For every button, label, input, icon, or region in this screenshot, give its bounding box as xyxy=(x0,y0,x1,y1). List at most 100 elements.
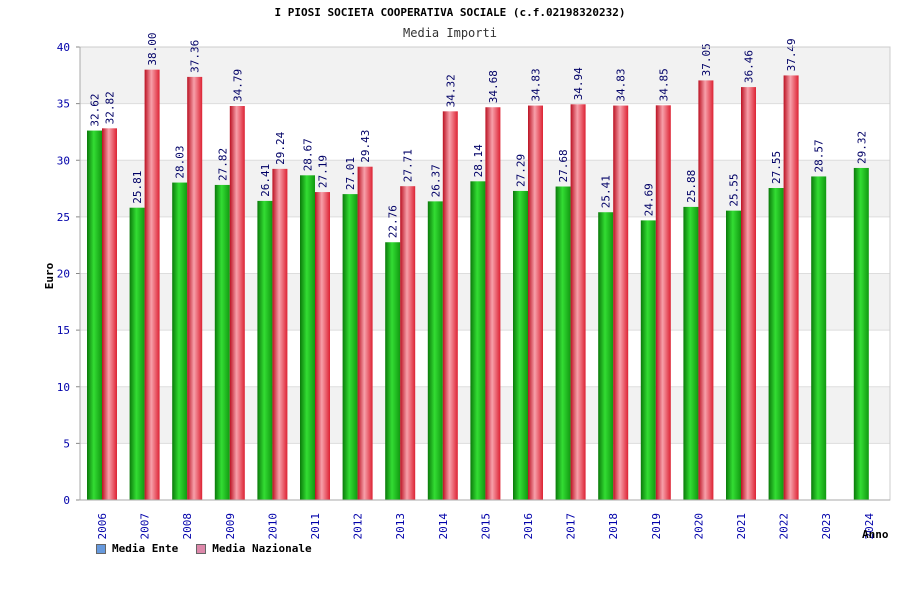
x-tick-label: 2017 xyxy=(565,513,578,540)
bar-2008-media-ente xyxy=(172,182,188,501)
value-label: 34.79 xyxy=(231,69,244,102)
y-axis-label: Euro xyxy=(43,262,56,289)
value-label: 25.88 xyxy=(685,170,698,203)
bar-2016-media-ente xyxy=(513,190,528,501)
x-tick-label: 2010 xyxy=(266,513,279,540)
legend: Media Ente Media Nazionale xyxy=(96,542,312,555)
y-tick-label: 10 xyxy=(57,381,70,394)
bar-2019-media-ente xyxy=(640,220,656,501)
bar-2007-media-ente xyxy=(129,207,145,500)
x-tick-label: 2018 xyxy=(607,513,620,540)
value-label: 24.69 xyxy=(642,183,655,216)
value-label: 28.14 xyxy=(472,144,485,177)
legend-swatch-icon xyxy=(96,543,106,554)
value-label: 29.24 xyxy=(274,131,287,164)
x-tick-label: 2009 xyxy=(224,513,237,540)
legend-item-media-nazionale: Media Nazionale xyxy=(196,542,312,555)
value-label: 25.55 xyxy=(728,174,741,207)
bar-2021-media-ente xyxy=(726,210,741,501)
bar-2024-media-ente xyxy=(853,167,869,501)
x-tick-label: 2016 xyxy=(522,513,535,540)
legend-label: Media Ente xyxy=(112,542,179,555)
bar-2018-media-ente xyxy=(598,212,614,500)
bar-2020-media-ente xyxy=(683,206,699,500)
x-tick-label: 2024 xyxy=(863,513,876,540)
bar-2012-media-nazionale xyxy=(357,166,373,500)
value-label: 25.41 xyxy=(600,175,613,208)
y-tick-label: 0 xyxy=(63,494,70,507)
bar-2020-media-nazionale xyxy=(698,80,714,500)
bar-2013-media-nazionale xyxy=(400,186,416,500)
value-label: 37.36 xyxy=(189,40,202,73)
value-label: 34.32 xyxy=(444,74,457,107)
bar-2018-media-nazionale xyxy=(613,105,629,501)
bar-2023-media-ente xyxy=(811,176,827,500)
x-tick-label: 2008 xyxy=(181,513,194,540)
value-label: 27.29 xyxy=(515,154,528,187)
bar-2011-media-nazionale xyxy=(315,192,330,501)
value-label: 34.68 xyxy=(487,70,500,103)
x-tick-label: 2022 xyxy=(778,513,791,540)
x-tick-label: 2021 xyxy=(735,513,748,540)
legend-label: Media Nazionale xyxy=(212,542,312,555)
value-label: 34.85 xyxy=(657,68,670,101)
bar-2012-media-ente xyxy=(342,194,358,500)
x-tick-label: 2011 xyxy=(309,513,322,540)
value-label: 34.83 xyxy=(615,68,628,101)
value-label: 34.94 xyxy=(572,67,585,100)
value-label: 26.37 xyxy=(429,164,442,197)
x-tick-label: 2012 xyxy=(352,513,365,540)
value-label: 29.43 xyxy=(359,130,372,163)
bar-2014-media-nazionale xyxy=(442,111,458,501)
bar-2008-media-nazionale xyxy=(187,76,203,500)
x-tick-label: 2020 xyxy=(692,513,705,540)
value-label: 28.03 xyxy=(174,145,187,178)
x-axis-label: Anno xyxy=(862,528,889,541)
y-tick-label: 15 xyxy=(57,324,70,337)
bar-2015-media-ente xyxy=(470,181,486,500)
x-tick-label: 2019 xyxy=(650,513,663,540)
value-label: 28.67 xyxy=(302,138,315,171)
value-label: 36.46 xyxy=(743,50,756,83)
y-tick-label: 40 xyxy=(57,41,70,54)
bar-2009-media-ente xyxy=(214,184,230,500)
bar-2015-media-nazionale xyxy=(485,107,501,501)
bar-2017-media-ente xyxy=(555,186,571,501)
value-label: 28.57 xyxy=(813,139,826,172)
value-label: 26.41 xyxy=(259,164,272,197)
x-tick-label: 2007 xyxy=(139,513,152,540)
bar-2013-media-ente xyxy=(385,242,401,501)
chart-title: I PIOSI SOCIETA COOPERATIVA SOCIALE (c.f… xyxy=(274,6,626,19)
value-label: 27.55 xyxy=(770,151,783,184)
y-tick-label: 5 xyxy=(63,437,70,450)
x-tick-label: 2014 xyxy=(437,513,450,540)
bar-2007-media-nazionale xyxy=(144,69,160,501)
value-label: 22.76 xyxy=(387,205,400,238)
y-tick-label: 25 xyxy=(57,211,70,224)
bar-2022-media-ente xyxy=(768,187,784,500)
x-tick-label: 2013 xyxy=(394,513,407,540)
bar-2016-media-nazionale xyxy=(528,105,543,501)
bar-2010-media-ente xyxy=(257,200,273,501)
value-label: 32.82 xyxy=(104,91,117,124)
y-tick-label: 20 xyxy=(57,268,70,281)
bar-2011-media-ente xyxy=(300,175,315,500)
value-label: 27.68 xyxy=(557,149,570,182)
value-label: 32.62 xyxy=(89,93,102,126)
bar-2010-media-nazionale xyxy=(272,168,288,500)
value-label: 34.83 xyxy=(530,68,543,101)
value-label: 27.82 xyxy=(216,148,229,181)
bar-2021-media-nazionale xyxy=(741,87,756,500)
value-label: 37.49 xyxy=(785,38,798,71)
bar-2006-media-ente xyxy=(87,130,102,501)
x-tick-label: 2006 xyxy=(96,513,109,540)
value-label: 25.81 xyxy=(131,171,144,204)
value-label: 37.05 xyxy=(700,43,713,76)
legend-item-media-ente: Media Ente xyxy=(96,542,178,555)
y-tick-label: 30 xyxy=(57,154,70,167)
bar-2022-media-nazionale xyxy=(783,75,799,500)
bar-2019-media-nazionale xyxy=(655,105,671,500)
chart-subtitle: Media Importi xyxy=(403,26,497,40)
